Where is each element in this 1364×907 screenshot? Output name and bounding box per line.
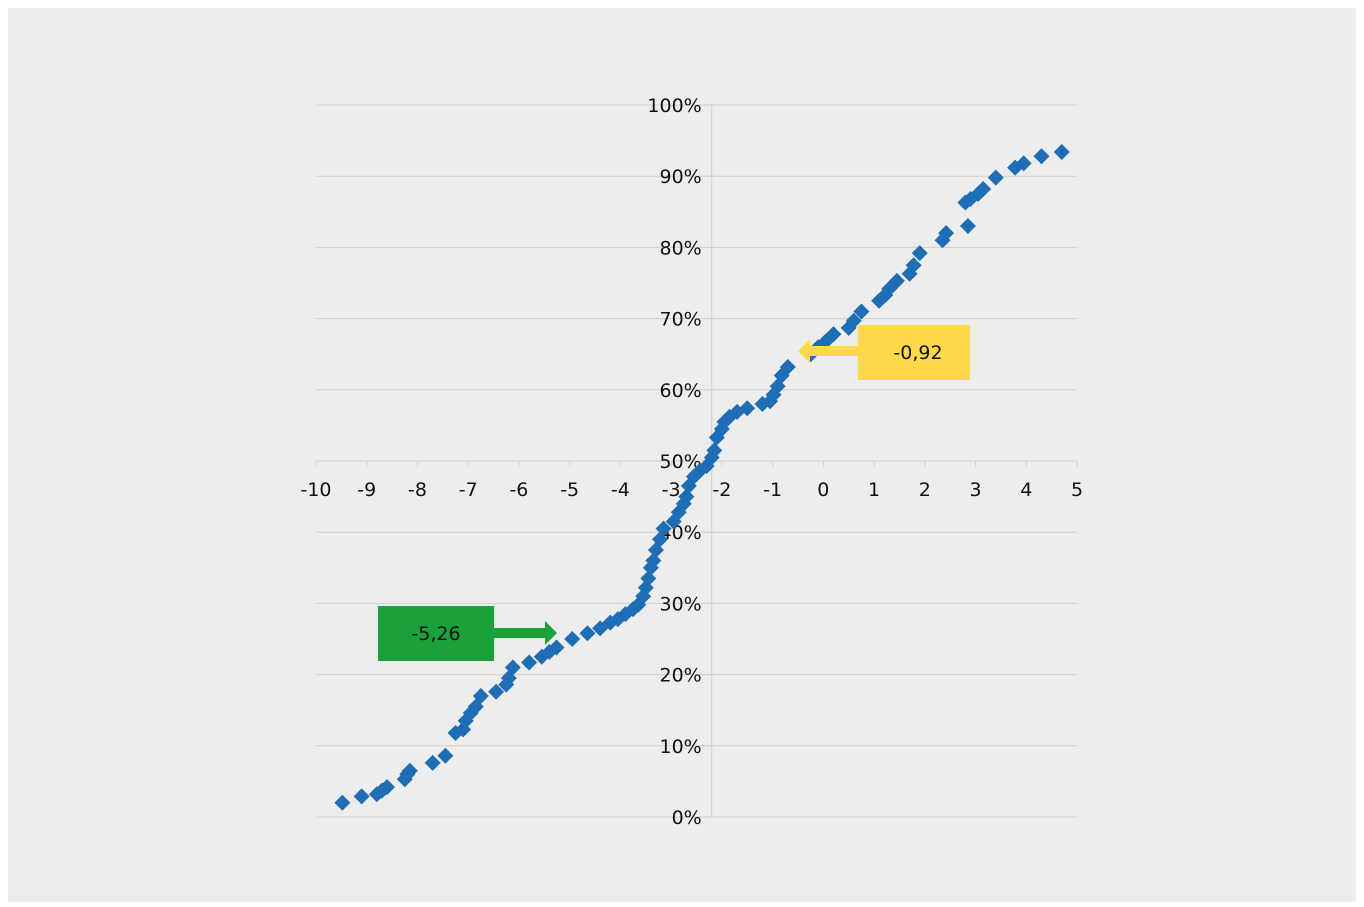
x-tick-label: -4 (611, 479, 630, 501)
data-point (488, 683, 505, 700)
data-point (938, 225, 955, 242)
data-point (888, 272, 905, 289)
data-point (975, 181, 992, 198)
x-tick-label: -10 (300, 479, 331, 501)
callout-arrow (494, 621, 557, 645)
y-tick-label: 80% (659, 237, 701, 259)
data-point (424, 754, 441, 771)
x-tick-label: -2 (712, 479, 731, 501)
data-point (779, 359, 796, 376)
data-point (521, 654, 538, 671)
data-point (853, 303, 870, 320)
data-point (706, 442, 723, 459)
x-tick-label: 2 (919, 479, 931, 501)
x-tick-label: -3 (662, 479, 681, 501)
x-tick-label: -9 (357, 479, 376, 501)
x-tick-label: -8 (408, 479, 427, 501)
data-point (1015, 155, 1032, 172)
data-point (987, 169, 1004, 186)
data-point (564, 631, 581, 647)
grid-lines (316, 104, 1077, 818)
y-tick-labels: 0%10%20%30%40%50%60%70%80%90%100% (647, 95, 701, 829)
y-tick-label: 70% (659, 309, 701, 331)
callout-box (378, 606, 494, 661)
data-point (379, 779, 396, 796)
data-point (401, 762, 418, 779)
x-tick-label: -7 (459, 479, 478, 501)
data-point (739, 400, 756, 417)
y-tick-label: 90% (659, 166, 701, 188)
data-point (825, 326, 842, 343)
data-point (548, 639, 565, 656)
data-point (845, 312, 862, 329)
y-tick-label: 0% (672, 807, 702, 829)
callout-label: -5,26 (411, 623, 460, 645)
data-point (678, 488, 695, 505)
callout-green: -5,26 (378, 606, 557, 661)
y-tick-label: 20% (659, 665, 701, 687)
x-tick-label: 0 (817, 479, 829, 501)
data-point (579, 625, 596, 642)
x-tick-label: -5 (560, 479, 579, 501)
annotations: -5,26 -0,92 (378, 325, 970, 661)
data-point (1053, 143, 1070, 160)
data-point (959, 218, 976, 235)
data-points (334, 143, 1070, 811)
y-tick-label: 60% (659, 380, 701, 402)
y-tick-label: 50% (659, 451, 701, 473)
data-point (472, 687, 489, 704)
data-point (504, 659, 521, 676)
callout-label: -0,92 (893, 342, 942, 364)
chart-panel (8, 8, 1356, 902)
data-point (334, 794, 351, 811)
x-tick-label: 5 (1071, 479, 1083, 501)
callout-arrow (798, 339, 858, 363)
data-point (655, 520, 672, 537)
y-tick-label: 30% (659, 593, 701, 615)
y-tick-label: 100% (647, 95, 701, 117)
data-point (1033, 148, 1050, 165)
data-point (437, 747, 454, 764)
y-tick-label: 10% (659, 736, 701, 758)
data-point (353, 788, 370, 805)
x-tick-label: 3 (969, 479, 981, 501)
x-tick-label: -6 (509, 479, 528, 501)
x-tick-labels: -10 -9 -8 -7 -6 -5 -4 -3 -2 -1 0 1 2 3 4 5 (300, 479, 1083, 501)
callout-box (858, 325, 970, 380)
callout-yellow: -0,92 (798, 325, 970, 380)
data-point (911, 245, 928, 262)
data-point (640, 570, 657, 587)
x-tick-label: -1 (763, 479, 782, 501)
x-tick-label: 1 (868, 479, 880, 501)
x-tick-label: 4 (1020, 479, 1032, 501)
data-point (500, 670, 517, 687)
data-point (645, 552, 662, 569)
data-point (905, 257, 922, 274)
